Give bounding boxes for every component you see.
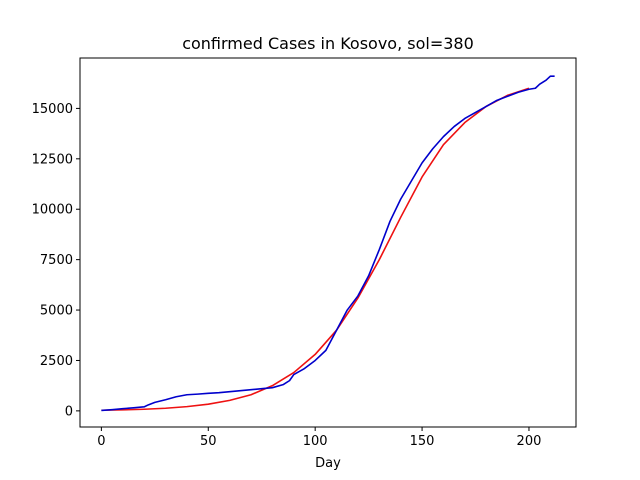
x-tick-label: 100 (303, 434, 328, 449)
y-tick-label: 5000 (40, 304, 73, 319)
x-tick-label: 150 (410, 434, 435, 449)
y-tick-label: 2500 (40, 354, 73, 369)
y-tick-label: 7500 (40, 253, 73, 268)
x-axis: 0 50 100 150 200 (97, 427, 541, 449)
plot-series (101, 75, 555, 412)
chart-title: confirmed Cases in Kosovo, sol=380 (182, 34, 474, 53)
x-tick-label: 200 (517, 434, 542, 449)
plot-frame (79, 57, 577, 428)
y-tick-label: 15000 (32, 102, 73, 117)
y-tick-label: 0 (65, 404, 73, 419)
x-tick-label: 0 (97, 434, 105, 449)
x-tick-label: 50 (200, 434, 217, 449)
series-line-2 (101, 75, 555, 412)
y-tick-label: 10000 (32, 203, 73, 218)
y-tick-label: 12500 (32, 152, 73, 167)
series-line-1 (101, 87, 530, 412)
x-axis-label: Day (315, 456, 341, 471)
y-axis: 0 2500 5000 7500 10000 12500 15000 (32, 102, 80, 419)
